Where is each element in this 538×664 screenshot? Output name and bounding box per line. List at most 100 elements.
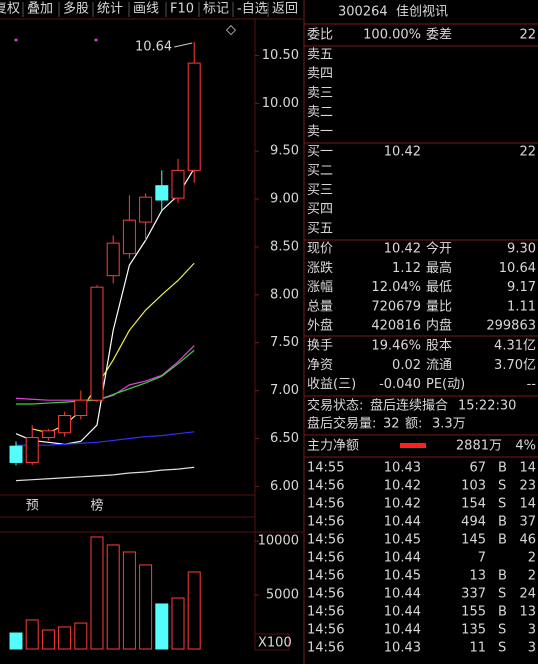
bid-volume: 22 [519, 145, 536, 160]
volume-bar [155, 603, 169, 650]
trade-price: 10.42 [384, 479, 421, 494]
trade-time: 14:56 [307, 533, 344, 548]
candle-body [25, 437, 39, 463]
volume-bar [139, 564, 153, 650]
finance-value: -0.040 [379, 377, 421, 392]
trade-price: 10.44 [384, 551, 421, 566]
y-tick-label: 5000 [266, 587, 299, 602]
flow-pct: 4% [515, 439, 536, 454]
stat-label: 涨跌 [307, 260, 333, 276]
y-tick-label: 10.00 [262, 96, 299, 111]
trade-volume: 11 [469, 641, 486, 656]
stat-label: 现价 [307, 242, 333, 257]
marker-label: 预 [26, 499, 39, 514]
trade-count: 3 [528, 623, 536, 638]
flow-value: 2881万 [456, 439, 502, 454]
ma-line [15, 168, 195, 445]
bid-label: 买五 [307, 221, 333, 236]
flow-label: 主力净额 [307, 439, 359, 454]
ask-label: 卖一 [307, 124, 333, 139]
high-label: 10.64 [135, 40, 172, 55]
trade-volume: 7 [478, 551, 486, 566]
trade-price: 10.44 [384, 623, 421, 638]
trade-time: 14:56 [307, 605, 344, 620]
trade-volume: 337 [461, 587, 486, 602]
finance-label: 流通 [426, 358, 452, 373]
y-tick-label: 7.00 [270, 383, 299, 398]
stat-value: 420816 [371, 319, 421, 334]
toolbar-button[interactable]: 画线 [133, 2, 159, 17]
trade-count: 13 [519, 605, 536, 620]
stat-value: 299863 [486, 319, 536, 334]
trade-side: B [498, 461, 507, 476]
stat-value: 720679 [371, 299, 421, 314]
status-label: 交易状态: [307, 398, 363, 414]
stat-label: 内盘 [426, 318, 452, 334]
stat-value: 10.64 [499, 261, 536, 276]
volume-bar [41, 629, 55, 650]
toolbar-button[interactable]: 返回 [272, 2, 298, 17]
volume-bar [187, 571, 201, 650]
y-tick-label: 10000 [258, 533, 299, 548]
finance-label: PE(动) [426, 377, 465, 392]
toolbar-button[interactable]: 多股 [63, 1, 89, 17]
trade-volume: 135 [461, 623, 486, 638]
toolbar-button[interactable]: F10 [170, 2, 194, 17]
trade-volume: 67 [469, 461, 486, 476]
volume-bar [171, 597, 185, 650]
trade-volume: 13 [469, 569, 486, 584]
trade-count: 37 [519, 515, 536, 530]
candle-body [171, 169, 185, 199]
volume-bar [74, 622, 88, 650]
stat-value: 9.30 [507, 242, 536, 257]
stat-label: 量比 [426, 299, 452, 314]
finance-value: 0.02 [392, 358, 421, 373]
toolbar-button[interactable]: 复权 [0, 1, 20, 17]
toolbar-button[interactable]: 叠加 [27, 2, 53, 17]
trade-volume: 154 [461, 497, 486, 512]
stat-value: 1.11 [507, 299, 536, 314]
trade-side: S [498, 479, 506, 494]
toolbar-button[interactable]: 标记 [203, 2, 229, 17]
trade-side: S [498, 587, 506, 602]
volume-bar [9, 632, 23, 650]
trade-count: 23 [519, 479, 536, 494]
trade-time: 14:56 [307, 641, 344, 656]
icon[interactable]: ◇ [226, 23, 236, 38]
flow-bar [400, 443, 426, 448]
high-arrow [174, 42, 193, 48]
stat-value: 9.17 [507, 280, 536, 295]
toolbar-button[interactable]: 统计 [97, 2, 123, 17]
stat-label: 今开 [426, 241, 452, 257]
after-volume: 32 [383, 417, 400, 432]
trade-price: 10.44 [384, 587, 421, 602]
trade-count: 2 [528, 569, 536, 584]
stat-value: 12.04% [371, 280, 421, 295]
stat-label: 最低 [426, 280, 452, 295]
finance-value: 3.70亿 [494, 358, 536, 373]
stat-value: 1.12 [392, 261, 421, 276]
dot [14, 38, 18, 42]
y-tick-label: 8.50 [270, 239, 299, 254]
trade-price: 10.45 [384, 533, 421, 548]
trade-price: 10.43 [384, 641, 421, 656]
y-tick-label: 10.50 [262, 48, 299, 63]
status: 盘后连续撮合 [370, 398, 448, 414]
bid-label: 买二 [307, 164, 333, 179]
trade-side: B [498, 569, 507, 584]
toolbar-button[interactable]: -自选 [237, 2, 268, 17]
trade-volume: 103 [461, 479, 486, 494]
trade-volume: 145 [461, 533, 486, 548]
marker-label: 榜 [90, 498, 103, 514]
candle-body [58, 415, 72, 434]
unit-box [254, 633, 290, 651]
after-amount: 3.3万 [432, 417, 466, 432]
bid-label: 买三 [307, 183, 333, 198]
trade-side: S [498, 497, 506, 512]
volume-bar [122, 551, 136, 650]
ask-label: 卖五 [307, 48, 333, 63]
candle-body [122, 219, 136, 255]
volume-bar [58, 626, 72, 650]
